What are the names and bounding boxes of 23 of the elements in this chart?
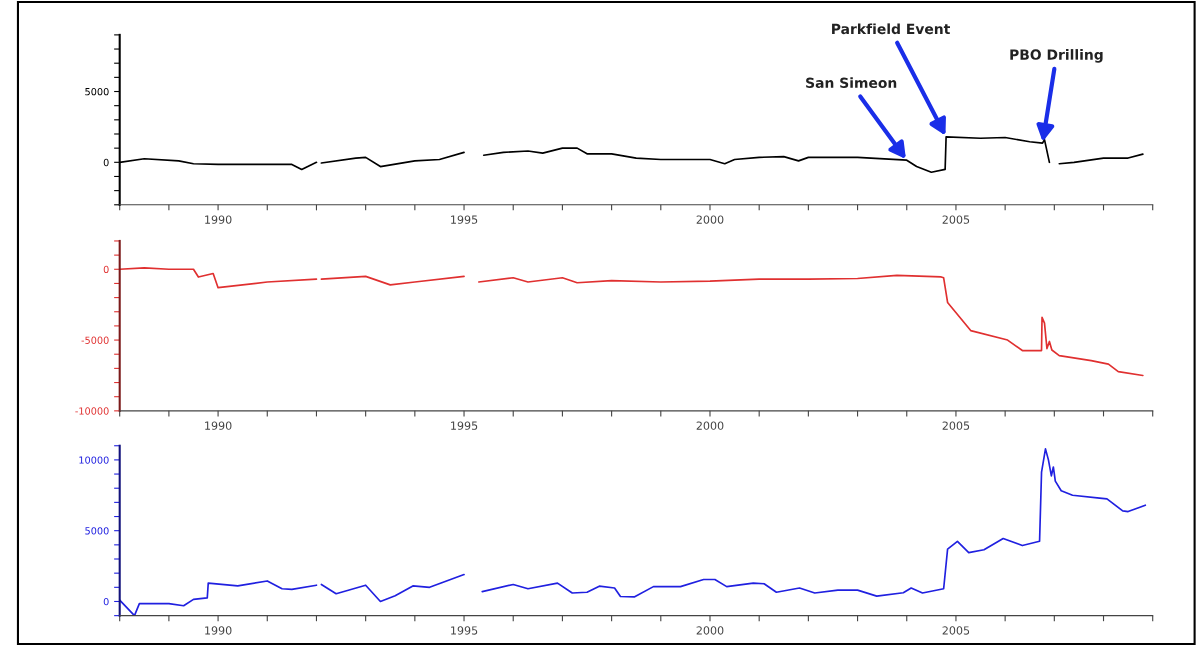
y-tick-label: -5000 xyxy=(81,336,109,344)
x-tick-label: 1990 xyxy=(205,215,232,224)
x-tick-label: 2005 xyxy=(942,215,970,224)
y-tick-label: 5000 xyxy=(85,527,109,535)
x-tick-label: 2005 xyxy=(942,421,970,430)
y-tick-label: 0 xyxy=(103,265,109,274)
y-tick-label: -10000 xyxy=(75,407,109,415)
x-tick-label: 2000 xyxy=(696,421,724,430)
annotation: PBO Drilling xyxy=(1010,49,1103,63)
annotation: San Simeon xyxy=(806,77,897,89)
x-tick-label: 1990 xyxy=(205,421,232,430)
y-tick-label: 10000 xyxy=(79,456,109,464)
annotation: Parkfield Event xyxy=(832,23,950,35)
x-tick-label: 1990 xyxy=(205,626,232,635)
y-tick-label: 0 xyxy=(103,597,109,606)
x-tick-label: 1995 xyxy=(451,421,478,430)
x-tick-label: 2005 xyxy=(942,626,970,635)
y-tick-label: 5000 xyxy=(85,87,109,96)
x-tick-label: 1995 xyxy=(451,626,478,635)
y-tick-label: 0 xyxy=(103,158,109,167)
x-tick-label: 2000 xyxy=(696,626,724,635)
x-tick-label: 2000 xyxy=(696,215,724,224)
x-tick-label: 1995 xyxy=(451,215,478,224)
